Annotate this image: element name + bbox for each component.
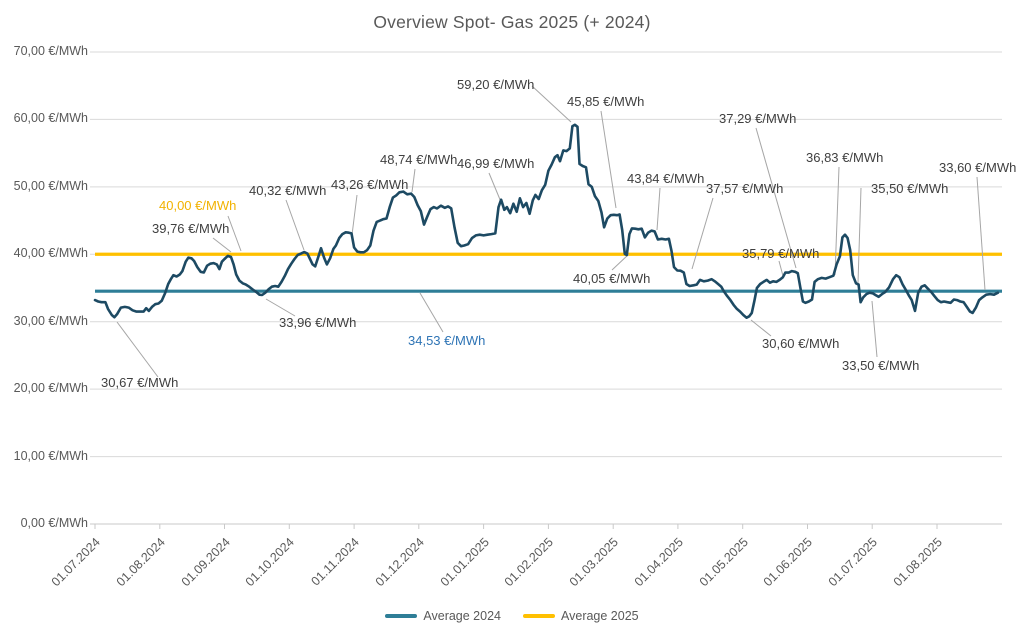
annotation-leader [411, 168, 416, 193]
annotation-leader [212, 237, 232, 253]
y-axis-label: 20,00 €/MWh [13, 381, 88, 396]
annotation-label: 33,50 €/MWh [842, 358, 920, 373]
annotation-leader [871, 300, 878, 358]
annotation-label: 59,20 €/MWh [457, 77, 535, 92]
spot-price-line [93, 123, 1000, 320]
annotation-leader [857, 187, 862, 284]
annotation-label: 35,50 €/MWh [871, 181, 949, 196]
y-axis-label: 50,00 €/MWh [13, 178, 88, 193]
y-axis-label: 0,00 €/MWh [20, 516, 88, 530]
annotation-leader [351, 194, 358, 236]
annotation-leader [285, 199, 305, 251]
annotation-leader [116, 321, 159, 378]
annotation-leader [755, 127, 797, 269]
legend-swatch-average-2025-icon [523, 614, 555, 618]
annotation-label: 34,53 €/MWh [408, 333, 486, 348]
chart-title: Overview Spot- Gas 2025 (+ 2024) [373, 12, 651, 32]
annotation-label: 45,85 €/MWh [567, 94, 645, 109]
y-axis-label: 30,00 €/MWh [13, 313, 88, 328]
annotation-label: 35,79 €/MWh [742, 246, 820, 261]
annotation-label: 37,57 €/MWh [706, 181, 784, 196]
legend-label-average-2025: Average 2025 [561, 609, 639, 623]
annotation-leader [750, 319, 772, 337]
annotation-label: 40,00 €/MWh [159, 198, 237, 213]
annotation-label: 30,60 €/MWh [762, 336, 840, 351]
annotation-label: 39,76 €/MWh [152, 221, 230, 236]
annotation-label: 30,67 €/MWh [101, 375, 179, 390]
annotation-leader [488, 172, 502, 203]
legend-item-average-2025: Average 2025 [523, 609, 639, 623]
annotation-leader [531, 85, 572, 123]
annotation-label: 40,05 €/MWh [573, 271, 651, 286]
annotation-label: 36,83 €/MWh [806, 150, 884, 165]
y-axis-label: 10,00 €/MWh [13, 448, 88, 463]
annotation-leader [227, 215, 242, 252]
legend-swatch-average-2024-icon [385, 614, 418, 618]
legend-label-average-2024: Average 2024 [423, 609, 501, 623]
annotation-label: 40,32 €/MWh [249, 183, 327, 198]
annotation-leader [778, 260, 784, 277]
annotation-leader [656, 187, 661, 231]
y-axis-label: 40,00 €/MWh [13, 246, 88, 261]
annotation-leader [419, 292, 444, 333]
y-axis-label: 60,00 €/MWh [13, 111, 88, 126]
annotation-leader [611, 253, 630, 271]
annotation-label: 33,96 €/MWh [279, 315, 357, 330]
legend: Average 2024 Average 2025 [0, 609, 1024, 623]
legend-item-average-2024: Average 2024 [385, 609, 501, 623]
annotation-label: 33,60 €/MWh [939, 160, 1017, 175]
annotation-leader [600, 110, 617, 209]
annotation-leader [265, 298, 296, 317]
annotation-label: 43,84 €/MWh [627, 171, 705, 186]
annotation-label: 37,29 €/MWh [719, 111, 797, 126]
annotation-label: 43,26 €/MWh [331, 177, 409, 192]
annotation-label: 48,74 €/MWh [380, 152, 458, 167]
annotation-leader [834, 166, 840, 276]
annotation-label: 46,99 €/MWh [457, 156, 535, 171]
y-axis-label: 70,00 €/MWh [13, 44, 88, 58]
annotation-leader [976, 176, 986, 291]
annotation-leader [691, 197, 714, 270]
